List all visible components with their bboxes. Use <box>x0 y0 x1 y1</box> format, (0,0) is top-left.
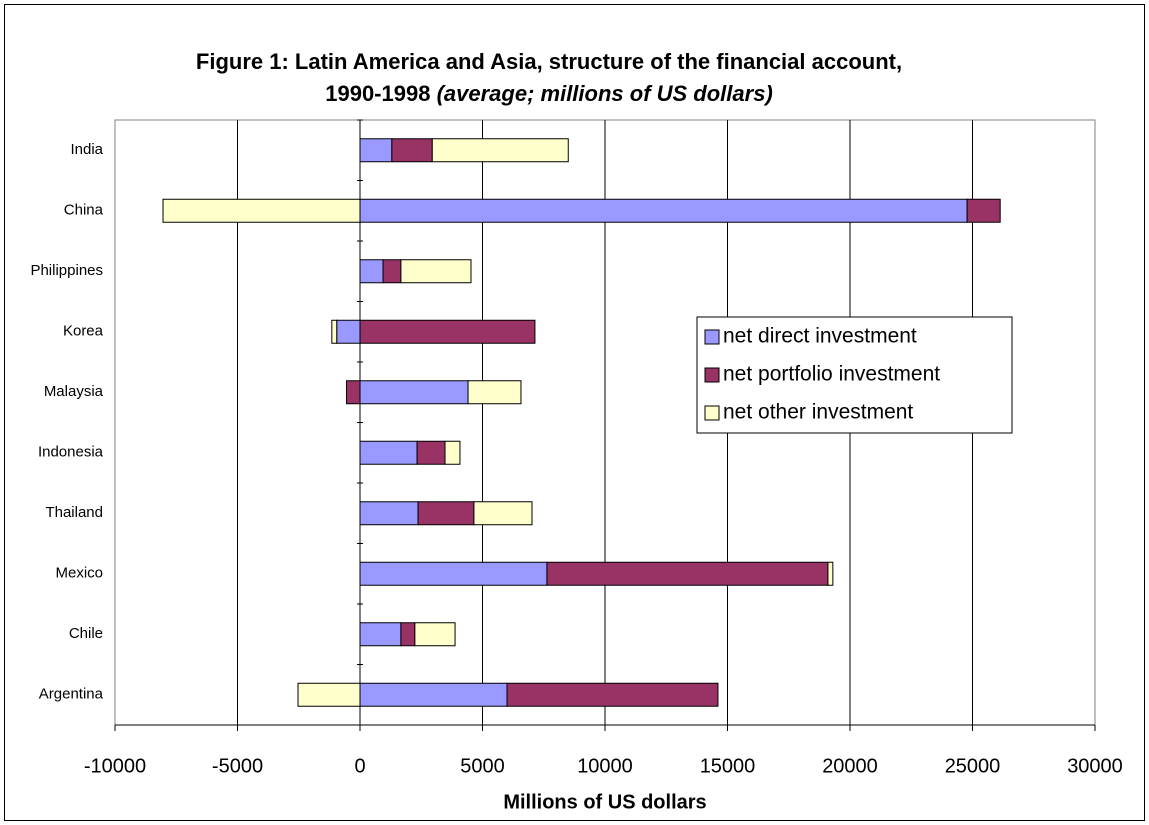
y-tick-label: Philippines <box>30 262 103 279</box>
x-tick-label: -10000 <box>84 755 146 777</box>
bar-segment <box>416 440 446 465</box>
bar-segment <box>359 682 508 707</box>
y-tick-label: Chile <box>69 625 103 642</box>
bar-segment <box>359 138 393 163</box>
bar-segment <box>827 561 834 586</box>
bar-segment <box>400 622 416 647</box>
bar-segment <box>444 440 461 465</box>
bar-segment <box>359 380 469 405</box>
legend-swatch <box>704 367 720 383</box>
y-tick-label: Korea <box>63 323 104 340</box>
y-tick-label: Argentina <box>39 686 104 703</box>
y-tick-label: Indonesia <box>38 444 104 461</box>
legend-label: net other investment <box>723 401 913 424</box>
chart-title-line2: 1990-1998 (average; millions of US dolla… <box>325 81 773 106</box>
y-tick-label: Thailand <box>45 504 103 521</box>
title-years: 1990-1998 <box>325 81 430 106</box>
legend-label: net portfolio investment <box>723 363 940 386</box>
title-note: (average; millions of US dollars) <box>437 81 773 106</box>
y-tick-label: Mexico <box>55 565 103 582</box>
bar-segment <box>382 259 402 284</box>
bar-segment <box>297 682 361 707</box>
bar-segment <box>359 440 418 465</box>
x-tick-label: 5000 <box>460 755 505 777</box>
x-tick-label: 10000 <box>577 755 633 777</box>
bar-segment <box>506 682 719 707</box>
bar-segment <box>473 501 533 526</box>
bar-segment <box>359 501 419 526</box>
bar-segment <box>467 380 522 405</box>
legend-label: net direct investment <box>723 325 917 348</box>
bar-segment <box>359 622 402 647</box>
bar-segment <box>359 561 548 586</box>
bar-segment <box>331 319 338 344</box>
bar-segment <box>966 198 1001 223</box>
bar-segment <box>431 138 569 163</box>
bar-segment <box>359 198 968 223</box>
x-tick-label: 0 <box>354 755 365 777</box>
bar-segment <box>162 198 361 223</box>
y-tick-label: Malaysia <box>44 383 104 400</box>
bar-segment <box>359 259 384 284</box>
x-tick-label: 15000 <box>700 755 756 777</box>
legend-swatch <box>704 405 720 421</box>
bar-segment <box>391 138 433 163</box>
x-tick-label: -5000 <box>212 755 263 777</box>
bar-segment <box>546 561 829 586</box>
legend-swatch <box>704 329 720 345</box>
x-tick-label: 25000 <box>945 755 1001 777</box>
x-tick-label: 20000 <box>822 755 878 777</box>
bar-segment <box>414 622 456 647</box>
y-tick-label: India <box>70 141 103 158</box>
y-tick-label: China <box>64 202 104 219</box>
bar-segment <box>400 259 472 284</box>
bar-segment <box>346 380 361 405</box>
bar-segment <box>417 501 475 526</box>
bar-segment <box>336 319 361 344</box>
bar-segment <box>359 319 536 344</box>
legend-box <box>696 316 1013 434</box>
x-axis-label: Millions of US dollars <box>503 791 706 813</box>
chart-title: Figure 1: Latin America and Asia, struct… <box>196 49 902 74</box>
x-tick-label: 30000 <box>1067 755 1123 777</box>
